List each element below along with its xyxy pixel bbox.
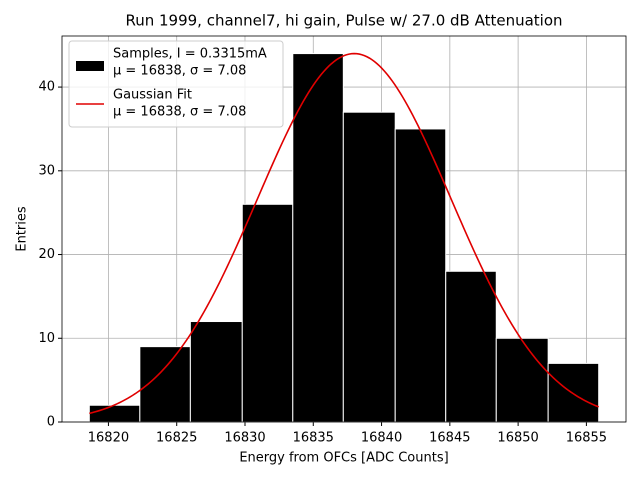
bar [495,337,549,423]
fit-curve [89,52,599,415]
x-tick-label: 16855 [566,431,607,446]
x-tick-label: 16850 [497,431,538,446]
x-tick-label: 16830 [224,431,265,446]
bar [342,111,396,423]
bar [241,203,294,423]
y-axis-label: Entries [15,206,30,252]
chart-title: Run 1999, channel7, hi gain, Pulse w/ 27… [125,12,562,30]
legend-box [68,40,284,128]
bar [292,53,344,423]
legend-label: Gaussian Fit [113,88,192,103]
legend-swatch [76,61,104,71]
bar [394,128,447,423]
y-tick-label: 0 [47,415,55,430]
bar [88,404,141,423]
bar [445,270,497,423]
bar [547,362,600,423]
x-tick-label: 16840 [361,431,402,446]
x-tick-label: 16845 [429,431,470,446]
legend-label: Samples, I = 0.3315mA [113,47,267,62]
bar [189,321,243,423]
x-tick-label: 16835 [293,431,334,446]
y-tick-label: 40 [38,80,55,95]
y-tick-label: 10 [38,331,55,346]
legend-label: μ = 16838, σ = 7.08 [113,64,246,79]
x-axis-label: Energy from OFCs [ADC Counts] [239,451,448,466]
y-tick-label: 20 [38,247,55,262]
y-tick-label: 30 [38,163,55,178]
legend-label: μ = 16838, σ = 7.08 [113,105,246,120]
x-tick-label: 16825 [156,431,197,446]
axes-frame [61,35,627,423]
x-tick-label: 16820 [88,431,129,446]
